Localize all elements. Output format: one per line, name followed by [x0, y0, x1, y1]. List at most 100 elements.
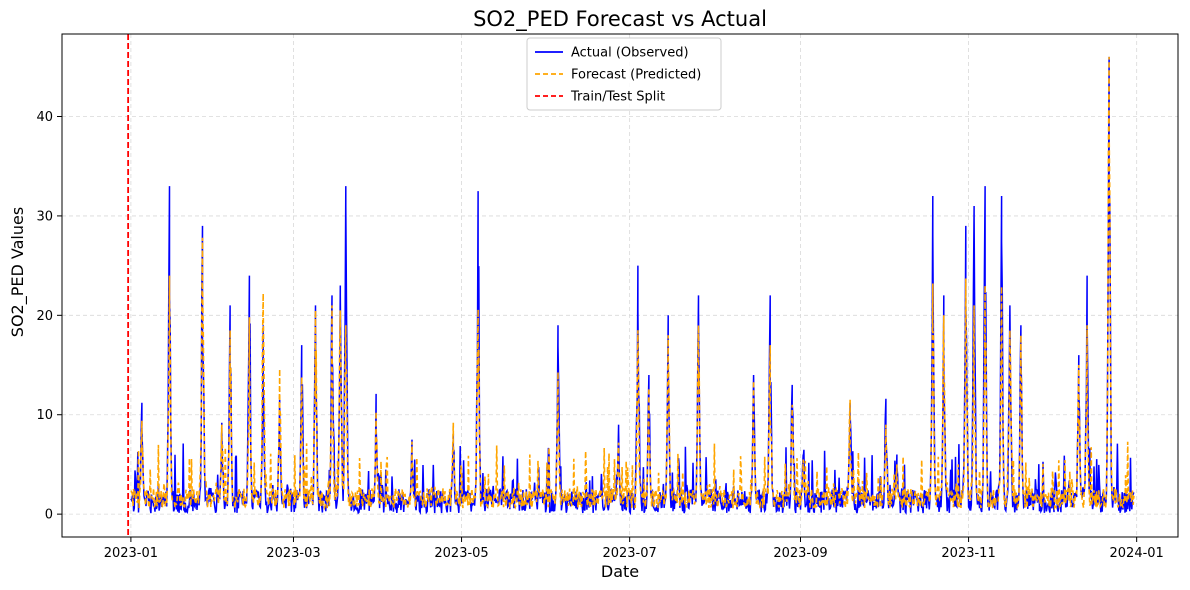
actual-peak-point	[169, 185, 170, 186]
actual-peak-point	[648, 374, 649, 375]
actual-peak-point	[221, 422, 222, 423]
forecast-peak-point	[792, 404, 793, 405]
forecast-peak-point	[263, 293, 264, 294]
forecast-peak-point	[229, 330, 230, 331]
x-tick-label: 2023-01	[104, 546, 158, 561]
forecast-peak-point	[965, 278, 966, 279]
x-tick-label: 2023-11	[941, 546, 995, 561]
forecast-peak-point	[637, 330, 638, 331]
actual-peak-point	[753, 374, 754, 375]
actual-peak-point	[477, 190, 478, 191]
actual-peak-point	[896, 454, 897, 455]
actual-peak-point	[202, 225, 203, 226]
x-tick-label: 2024-01	[1110, 546, 1164, 561]
series-forecast-line	[130, 56, 1135, 511]
actual-peak-point	[376, 393, 377, 394]
actual-peak-point	[315, 305, 316, 306]
forecast-peak-point	[453, 422, 454, 423]
forecast-peak-point	[345, 325, 346, 326]
actual-peak-point	[885, 398, 886, 399]
chart-title: SO2_PED Forecast vs Actual	[473, 7, 767, 32]
actual-peak-point	[331, 295, 332, 296]
actual-peak-point	[411, 439, 412, 440]
legend-label: Forecast (Predicted)	[571, 68, 701, 83]
actual-peak-point	[973, 205, 974, 206]
forecast-peak-point	[221, 424, 222, 425]
forecast-peak-point	[169, 275, 170, 276]
y-tick-label: 20	[36, 309, 53, 324]
actual-peak-point	[1020, 325, 1021, 326]
x-tick-label: 2023-05	[434, 546, 488, 561]
forecast-peak-point	[557, 371, 558, 372]
actual-peak-point	[453, 433, 454, 434]
actual-peak-point	[803, 454, 804, 455]
forecast-peak-point	[141, 420, 142, 421]
forecast-peak-point	[477, 309, 478, 310]
actual-peak-point	[1086, 275, 1087, 276]
forecast-peak-point	[973, 305, 974, 306]
forecast-peak-point	[896, 464, 897, 465]
actual-peak-point	[141, 402, 142, 403]
actual-peak-point	[792, 384, 793, 385]
forecast-peak-point	[803, 459, 804, 460]
actual-peak-point	[279, 394, 280, 395]
forecast-peak-point	[648, 387, 649, 388]
forecast-peak-point	[1086, 325, 1087, 326]
actual-peak-point	[965, 225, 966, 226]
x-axis-title: Date	[601, 562, 639, 581]
actual-peak-point	[1078, 354, 1079, 355]
actual-peak-point	[668, 315, 669, 316]
actual-peak-point	[249, 275, 250, 276]
plot-layer	[127, 34, 1135, 537]
forecast-peak-point	[770, 345, 771, 346]
forecast-peak-point	[668, 335, 669, 336]
forecast-peak-point	[885, 424, 886, 425]
actual-peak-point	[229, 305, 230, 306]
actual-peak-point	[1001, 195, 1002, 196]
forecast-peak-point	[301, 376, 302, 377]
actual-peak-point	[618, 424, 619, 425]
y-tick-label: 30	[36, 209, 53, 224]
forecast-peak-point	[202, 237, 203, 238]
actual-peak-point	[263, 325, 264, 326]
actual-peak-point	[345, 185, 346, 186]
forecast-peak-point	[1109, 56, 1110, 57]
forecast-peak-point	[376, 411, 377, 412]
x-tick-label: 2023-07	[602, 546, 656, 561]
x-tick-label: 2023-09	[773, 546, 827, 561]
actual-peak-point	[301, 345, 302, 346]
actual-peak-point	[943, 295, 944, 296]
actual-peak-point	[637, 265, 638, 266]
forecast-peak-point	[340, 310, 341, 311]
legend-label: Train/Test Split	[570, 90, 665, 105]
legend: Actual (Observed) Forecast (Predicted) Tra…	[526, 37, 722, 111]
forecast-peak-point	[985, 285, 986, 286]
forecast-peak-point	[932, 283, 933, 284]
actual-peak-point	[698, 295, 699, 296]
actual-peak-point	[770, 295, 771, 296]
actual-peak-point	[340, 285, 341, 286]
forecast-peak-point	[279, 368, 280, 369]
x-tick-label: 2023-03	[266, 546, 320, 561]
axes-layer: 2023-01 2023-03 2023-05 2023-07 2023-09 2023-…	[36, 33, 1179, 561]
forecast-peak-point	[943, 315, 944, 316]
forecast-peak-point	[1020, 335, 1021, 336]
y-tick-label: 10	[36, 408, 53, 423]
legend-box	[526, 37, 722, 111]
forecast-peak-point	[1001, 286, 1002, 287]
forecast-peak-point	[753, 380, 754, 381]
forecast-peak-point	[1009, 330, 1010, 331]
actual-peak-point	[985, 185, 986, 186]
forecast-peak-point	[1078, 364, 1079, 365]
y-tick-label: 0	[45, 508, 53, 523]
y-tick-label: 40	[36, 110, 53, 125]
forecast-peak-point	[618, 442, 619, 443]
forecast-peak-point	[849, 399, 850, 400]
forecast-peak-point	[411, 441, 412, 442]
forecast-peak-point	[315, 310, 316, 311]
actual-peak-point	[932, 195, 933, 196]
actual-peak-point	[557, 325, 558, 326]
forecast-peak-point	[331, 305, 332, 306]
